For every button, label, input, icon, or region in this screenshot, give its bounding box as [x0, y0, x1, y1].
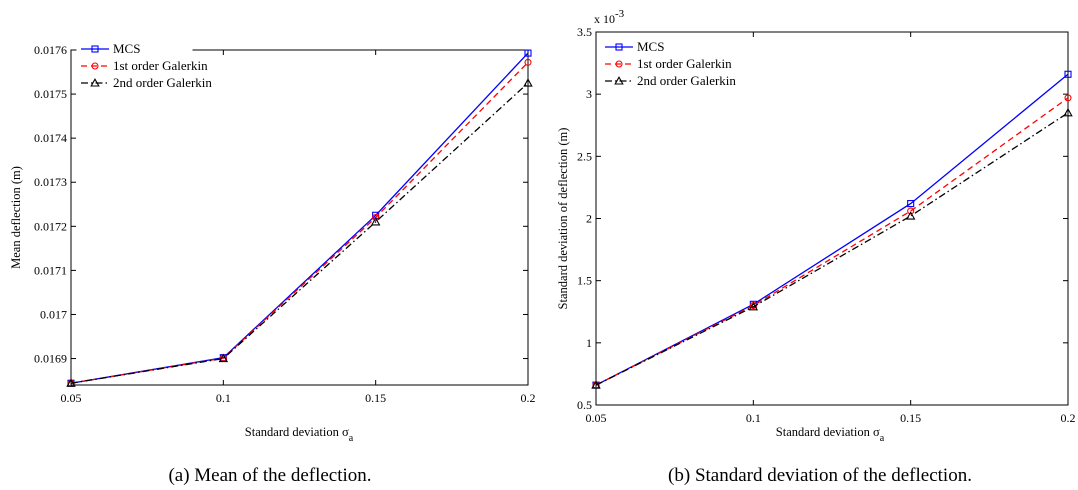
y-tick-label: 2.5	[577, 149, 592, 163]
series-line	[595, 112, 1069, 386]
x-tick-label: 0.2	[521, 391, 536, 405]
data-point	[523, 78, 533, 87]
legend-entry: MCS	[113, 41, 140, 56]
x-tick-label: 0.1	[216, 391, 231, 405]
series-line	[70, 82, 529, 384]
series-1st-order-galerkin	[67, 58, 532, 387]
y-tick-label: 3	[586, 87, 592, 101]
y-exponent-label: x 10-3	[594, 8, 625, 26]
legend-entry: MCS	[637, 39, 664, 54]
legend-marker	[91, 62, 99, 70]
figure-caption: (a) Mean of the deflection.	[168, 465, 371, 486]
legend-entry: 2nd order Galerkin	[113, 75, 212, 90]
figure-caption: (b) Standard deviation of the deflection…	[668, 465, 972, 486]
y-tick-label: 0.017	[40, 307, 67, 321]
data-point	[372, 213, 380, 222]
plot-frame	[70, 49, 529, 386]
y-tick-label: 0.0175	[34, 87, 67, 101]
data-point	[524, 58, 532, 66]
legend-marker	[615, 43, 623, 51]
data-point	[524, 49, 532, 57]
series-line	[70, 52, 529, 384]
legend-entry: 2nd order Galerkin	[637, 73, 736, 88]
x-axis-label: Standard deviation σa	[776, 425, 885, 444]
data-point	[1064, 94, 1072, 102]
y-tick-label: 2	[586, 212, 592, 226]
data-point	[905, 211, 916, 220]
y-tick-label: 0.0174	[34, 131, 67, 145]
data-point	[1063, 107, 1073, 117]
x-tick-label: 0.15	[365, 391, 386, 405]
series-2nd-order-galerkin	[66, 78, 533, 387]
data-point	[1064, 70, 1072, 78]
legend-marker	[90, 78, 100, 87]
y-tick-label: 0.0169	[34, 352, 67, 366]
data-point	[66, 378, 76, 387]
y-axis-label: Mean deflection (m)	[9, 166, 23, 269]
legend-marker	[614, 76, 624, 85]
y-tick-label: 0.0176	[34, 43, 67, 57]
data-point	[748, 301, 759, 311]
y-tick-label: 1	[586, 336, 592, 350]
y-axis-label: Standard deviation of deflection (m)	[556, 128, 570, 310]
chart-2: 0.05 0.1 0.15 0.2 0.5 1 1.5 2 2.5 3 3.5x 10-3 Stand…	[556, 8, 1076, 486]
y-tick-label: 1.5	[577, 274, 592, 288]
series-line	[595, 73, 1069, 386]
data-point	[218, 353, 229, 363]
series-line	[595, 97, 1069, 386]
x-tick-label: 0.2	[1061, 411, 1076, 425]
series-mcs	[592, 70, 1072, 389]
y-tick-label: 0.0172	[34, 219, 67, 233]
series-2nd-order-galerkin	[591, 107, 1073, 389]
x-tick-label: 0.05	[61, 391, 82, 405]
legend-entry: 1st order Galerkin	[113, 58, 208, 73]
x-axis-label: Standard deviation σa	[245, 425, 354, 444]
x-tick-label: 0.05	[586, 411, 607, 425]
series-mcs	[67, 49, 532, 387]
legend-entry: 1st order Galerkin	[637, 56, 732, 71]
chart-1: 0.05 0.1 0.15 0.2 0.0169 0.017 0.0171 0.0172 0.0…	[9, 38, 536, 486]
data-point	[907, 200, 915, 208]
legend-marker	[91, 45, 99, 53]
x-tick-label: 0.15	[900, 411, 921, 425]
series-line	[70, 61, 529, 384]
data-point	[370, 216, 381, 226]
legend-marker	[615, 60, 623, 68]
y-tick-label: 0.5	[577, 398, 592, 412]
legend: MCS 1st order Galerkin 2nd order Galerkin	[600, 36, 736, 94]
y-tick-label: 0.0171	[34, 263, 67, 277]
x-tick-label: 0.1	[746, 411, 761, 425]
y-tick-label: 0.0173	[34, 175, 67, 189]
data-point	[591, 380, 601, 389]
y-tick-label: 3.5	[577, 25, 592, 39]
legend: MCS 1st order Galerkin 2nd order Galerkin	[76, 38, 212, 96]
series-1st-order-galerkin	[592, 94, 1072, 389]
data-point	[907, 207, 915, 215]
